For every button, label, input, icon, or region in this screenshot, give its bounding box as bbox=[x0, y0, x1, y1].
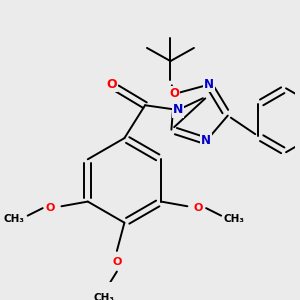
Text: N: N bbox=[204, 78, 214, 91]
Text: CH₃: CH₃ bbox=[4, 214, 25, 224]
Text: O: O bbox=[169, 88, 179, 100]
Text: O: O bbox=[112, 257, 122, 267]
Text: N: N bbox=[173, 103, 183, 116]
Text: CH₃: CH₃ bbox=[93, 293, 114, 300]
Text: O: O bbox=[106, 78, 117, 91]
Text: O: O bbox=[194, 203, 203, 213]
Text: O: O bbox=[46, 203, 55, 213]
Text: N: N bbox=[201, 134, 211, 148]
Text: CH₃: CH₃ bbox=[224, 214, 245, 224]
